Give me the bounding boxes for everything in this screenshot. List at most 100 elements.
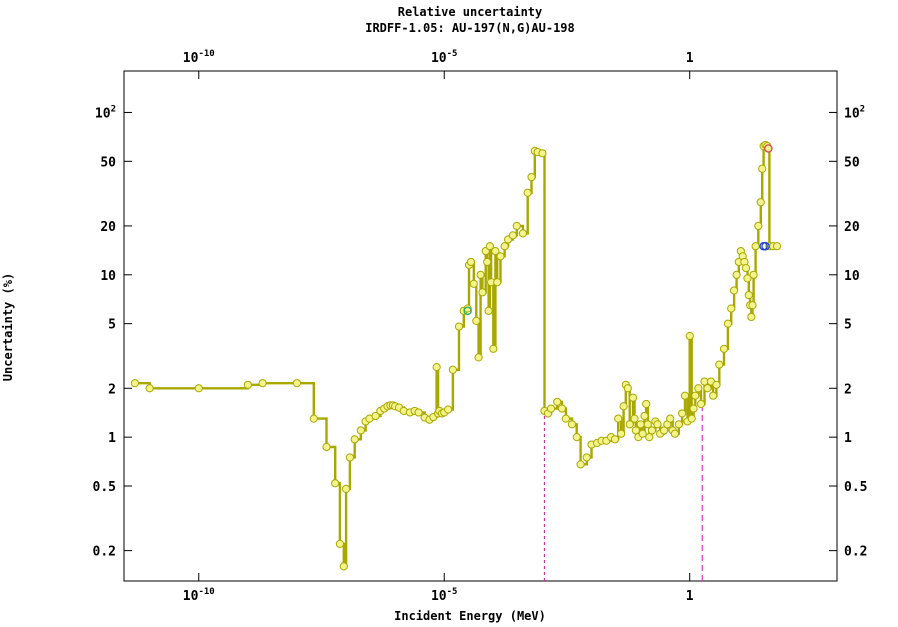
data-point-51 bbox=[484, 306, 493, 315]
data-point-120 bbox=[703, 384, 712, 393]
data-point-123 bbox=[712, 380, 721, 389]
vertical-markers bbox=[543, 406, 703, 581]
data-point-0 bbox=[130, 379, 139, 388]
data-point-13 bbox=[350, 435, 359, 444]
data-point-45 bbox=[472, 316, 481, 326]
data-point-126 bbox=[723, 319, 733, 328]
data-point-94 bbox=[636, 420, 645, 429]
data-point-7 bbox=[322, 442, 331, 452]
y-tick-label-right-6: 1 bbox=[844, 431, 852, 446]
y-tick-label-right-3: 10 bbox=[844, 269, 860, 284]
data-point-60 bbox=[508, 231, 517, 240]
data-point-84 bbox=[614, 414, 623, 423]
data-point-77 bbox=[582, 453, 591, 462]
chart-title: Relative uncertainty bbox=[398, 5, 543, 19]
data-point-41 bbox=[463, 304, 472, 313]
data-point-127 bbox=[727, 304, 736, 313]
highlight-point-2 bbox=[761, 241, 770, 251]
plot-frame bbox=[123, 70, 838, 582]
data-point-118 bbox=[696, 399, 706, 409]
data-point-136 bbox=[744, 290, 753, 300]
data-point-144 bbox=[758, 164, 767, 173]
data-point-6 bbox=[309, 414, 318, 423]
y-tick-label-left-3: 10 bbox=[100, 269, 116, 284]
data-point-104 bbox=[659, 426, 669, 435]
data-point-52 bbox=[485, 242, 494, 251]
data-point-110 bbox=[678, 409, 687, 418]
data-point-64 bbox=[527, 172, 536, 182]
x-tick-label-bottom-1: 10-5 bbox=[431, 587, 458, 604]
data-point-75 bbox=[572, 433, 581, 442]
y-tick-label-right-0: 102 bbox=[844, 104, 865, 121]
data-point-73 bbox=[561, 414, 570, 423]
data-point-46 bbox=[474, 353, 483, 362]
data-point-48 bbox=[478, 288, 487, 297]
data-point-72 bbox=[557, 404, 567, 413]
y-tick-label-right-7: 0.5 bbox=[844, 480, 867, 495]
x-tick-label-top-1: 10-5 bbox=[431, 49, 458, 66]
data-point-38 bbox=[448, 365, 457, 374]
data-point-67 bbox=[538, 149, 547, 158]
data-point-88 bbox=[623, 384, 632, 393]
y-tick-label-right-4: 5 bbox=[844, 318, 852, 333]
data-point-1 bbox=[145, 384, 154, 393]
data-point-17 bbox=[371, 411, 380, 421]
data-point-83 bbox=[610, 435, 620, 444]
data-point-111 bbox=[680, 391, 690, 400]
y-tick-label-right-8: 0.2 bbox=[844, 545, 867, 560]
data-point-10 bbox=[339, 562, 348, 571]
y-tick-label-left-1: 50 bbox=[100, 155, 116, 170]
y-axis-label: Uncertainty (%) bbox=[1, 273, 15, 381]
data-point-109 bbox=[674, 420, 683, 429]
data-point-43 bbox=[466, 257, 476, 267]
data-point-89 bbox=[625, 420, 634, 429]
data-point-139 bbox=[748, 301, 757, 310]
data-point-63 bbox=[523, 188, 532, 197]
data-point-143 bbox=[756, 198, 765, 207]
data-point-74 bbox=[567, 420, 577, 429]
y-tick-label-left-6: 1 bbox=[108, 431, 116, 446]
data-point-28 bbox=[414, 408, 423, 417]
data-point-85 bbox=[616, 429, 626, 438]
data-point-97 bbox=[642, 399, 651, 409]
data-point-138 bbox=[747, 312, 756, 322]
data-point-57 bbox=[496, 252, 505, 261]
data-point-8 bbox=[331, 479, 340, 488]
data-point-96 bbox=[640, 411, 649, 421]
data-point-4 bbox=[258, 379, 267, 388]
data-point-134 bbox=[741, 263, 751, 273]
data-point-12 bbox=[345, 453, 355, 462]
data-point-141 bbox=[751, 242, 760, 251]
data-point-3 bbox=[243, 380, 252, 389]
highlight-point-3 bbox=[764, 144, 773, 153]
data-point-37 bbox=[444, 405, 453, 414]
data-point-135 bbox=[743, 274, 752, 283]
data-point-116 bbox=[691, 391, 700, 400]
data-point-90 bbox=[628, 393, 638, 402]
data-point-86 bbox=[619, 402, 628, 411]
data-point-11 bbox=[341, 484, 351, 493]
data-point-5 bbox=[292, 379, 302, 388]
data-point-95 bbox=[638, 429, 647, 438]
data-point-98 bbox=[643, 420, 652, 429]
data-point-61 bbox=[512, 221, 521, 231]
y-tick-label-left-2: 20 bbox=[100, 220, 116, 235]
x-tick-label-top-0: 10-10 bbox=[183, 49, 215, 66]
y-tick-label-right-5: 2 bbox=[844, 382, 852, 397]
data-point-71 bbox=[553, 397, 562, 406]
y-tick-label-left-7: 0.5 bbox=[93, 480, 116, 495]
data-point-9 bbox=[335, 539, 345, 549]
data-point-151 bbox=[772, 242, 782, 251]
data-point-129 bbox=[732, 270, 741, 279]
data-point-115 bbox=[689, 404, 698, 413]
data-point-113 bbox=[685, 331, 694, 341]
data-point-32 bbox=[432, 363, 441, 372]
data-point-56 bbox=[493, 278, 502, 287]
data-point-76 bbox=[576, 460, 585, 469]
chart-subtitle: IRDFF-1.05: AU-197(N,G)AU-198 bbox=[365, 21, 575, 35]
data-point-44 bbox=[469, 279, 478, 288]
y-tick-label-left-5: 2 bbox=[108, 382, 116, 397]
highlight-point-0 bbox=[463, 306, 472, 316]
data-point-114 bbox=[687, 414, 696, 423]
